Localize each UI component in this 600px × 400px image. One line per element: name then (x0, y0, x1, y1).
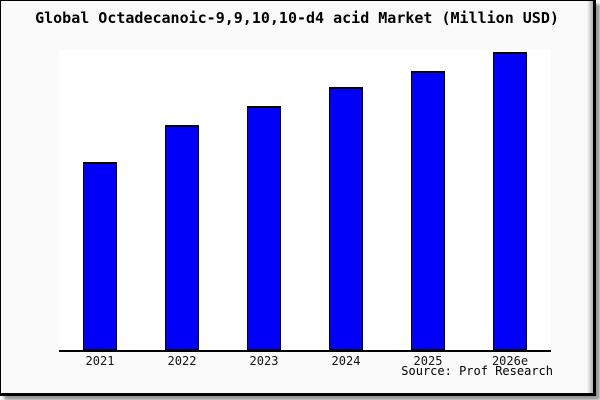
bar-2022 (165, 125, 199, 350)
bar-2025 (411, 71, 445, 350)
bar-2024 (329, 87, 363, 350)
bar-2026e (493, 52, 527, 350)
source-credit: Source: Prof Research (401, 364, 553, 378)
bar-2021 (83, 162, 117, 350)
bar-2023 (247, 106, 281, 350)
plot-area (59, 50, 551, 352)
x-tick-label-2021: 2021 (85, 354, 115, 368)
x-tick-label-2023: 2023 (249, 354, 279, 368)
x-tick-label-2026e: 2026e (491, 354, 529, 368)
x-tick-label-2025: 2025 (413, 354, 443, 368)
chart-title: Global Octadecanoic-9,9,10,10-d4 acid Ma… (35, 9, 559, 27)
x-tick-label-2024: 2024 (331, 354, 361, 368)
x-axis-labels: 2021 2022 2023 2024 2025 2026e (59, 354, 551, 369)
x-tick-label-2022: 2022 (167, 354, 197, 368)
